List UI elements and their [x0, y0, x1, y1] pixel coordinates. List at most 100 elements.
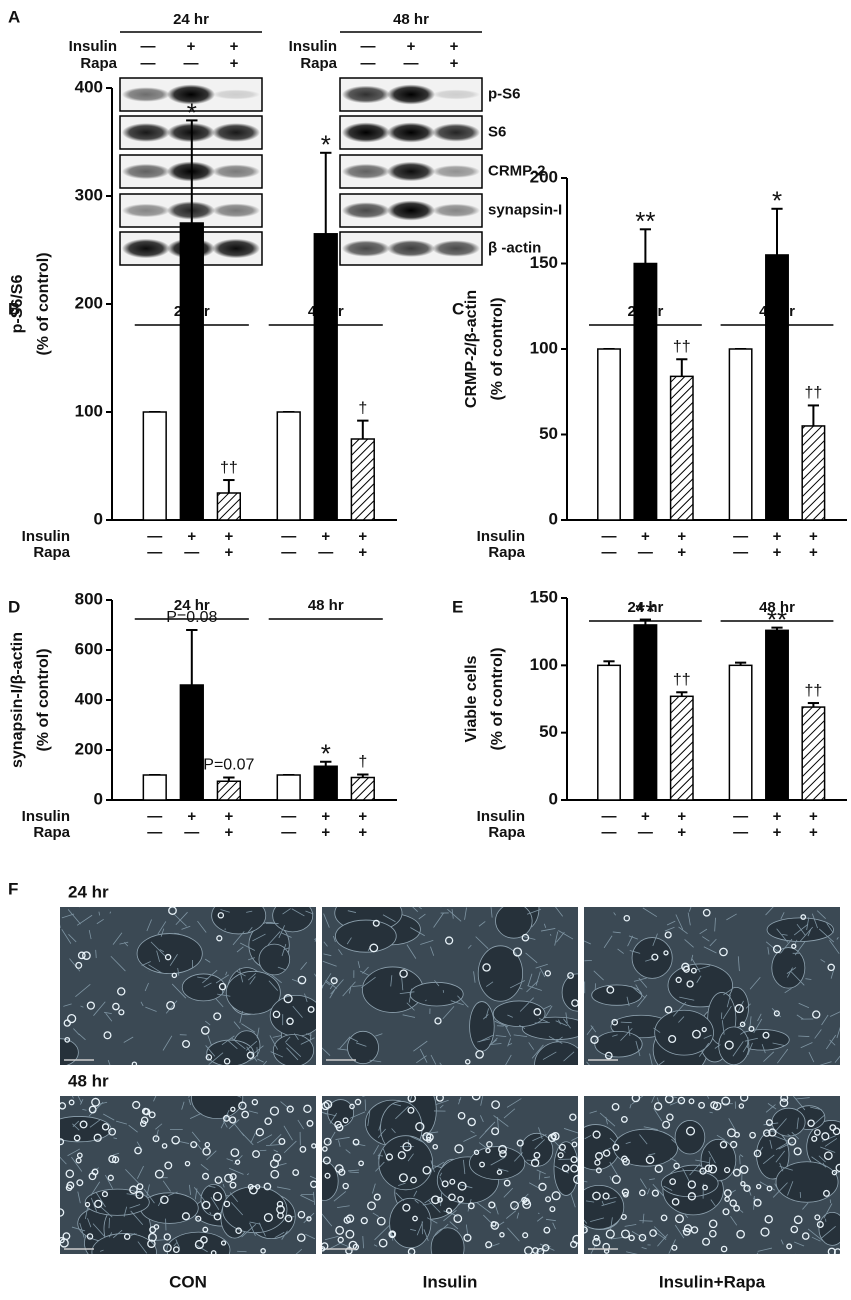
cell-process	[141, 961, 151, 967]
micrograph	[322, 907, 578, 1065]
bright-cell	[544, 970, 552, 977]
cell-process	[189, 1184, 191, 1195]
cell-process	[731, 1189, 736, 1194]
bright-cell	[415, 1122, 425, 1132]
cell-process	[189, 1113, 202, 1119]
cell-process	[670, 1157, 677, 1162]
bright-cell	[108, 1127, 117, 1136]
bright-cell	[195, 1215, 202, 1222]
bright-cell	[811, 1135, 818, 1142]
cell-process	[425, 999, 427, 1002]
cell-process	[624, 1224, 637, 1227]
cell-process	[836, 1026, 840, 1039]
bright-cell	[569, 1113, 577, 1121]
bright-cell	[611, 1175, 621, 1185]
y-axis-label: (% of control)	[35, 648, 52, 751]
panel-label: C	[452, 299, 464, 318]
bright-cell	[202, 1226, 209, 1233]
bright-cell	[136, 1183, 144, 1191]
cell-process	[482, 1014, 489, 1020]
significance-label: *	[321, 739, 331, 769]
bright-cell	[723, 1189, 732, 1198]
cell-process	[196, 1143, 202, 1150]
bright-cell	[283, 994, 293, 1004]
cell-process	[531, 1044, 544, 1059]
bright-cell	[623, 914, 631, 922]
dark-region	[775, 1161, 839, 1203]
bar	[313, 765, 338, 801]
cell-process	[440, 907, 442, 908]
bright-cell	[190, 1141, 198, 1149]
bar	[633, 624, 658, 801]
dark-region	[334, 919, 397, 953]
cell-process	[795, 1097, 810, 1100]
cell-process	[699, 928, 708, 935]
y-tick-label: 300	[75, 185, 103, 204]
cell-process	[314, 938, 316, 940]
bright-cell	[499, 1232, 505, 1238]
bright-cell	[522, 1199, 532, 1209]
bright-cell	[132, 1100, 141, 1110]
cell-process	[776, 928, 789, 943]
bright-cell	[93, 1133, 102, 1142]
bright-cell	[217, 912, 225, 919]
treatment-sign: +	[450, 55, 459, 72]
cell-process	[223, 1120, 228, 1128]
cell-process	[105, 1013, 113, 1022]
bright-cell	[378, 1238, 388, 1248]
bright-cell	[572, 1234, 578, 1244]
cell-process	[440, 1191, 443, 1207]
cell-process	[188, 1098, 192, 1105]
cell-process	[71, 1226, 86, 1232]
cell-process	[609, 1161, 619, 1177]
bright-cell	[701, 1026, 707, 1033]
bright-cell	[94, 1199, 103, 1209]
bright-cell	[734, 1131, 740, 1138]
bright-cell	[149, 1226, 157, 1234]
cell-process	[678, 1016, 685, 1023]
bright-cell	[687, 1180, 697, 1189]
y-tick-label: 100	[530, 655, 558, 674]
bright-cell	[736, 1229, 745, 1239]
cell-process	[378, 1123, 382, 1131]
blot-band	[342, 85, 390, 104]
cell-process	[208, 1052, 224, 1065]
cell-process	[347, 1169, 360, 1172]
bright-cell	[602, 1242, 611, 1251]
cell-process	[324, 1235, 339, 1241]
bright-cell	[773, 1010, 780, 1017]
treatment-sign: —	[281, 808, 296, 825]
cell-process	[688, 907, 692, 912]
cell-process	[463, 1159, 466, 1175]
bright-cell	[445, 936, 454, 945]
bright-cell	[303, 1104, 312, 1114]
bright-cell	[212, 1191, 223, 1202]
cell-process	[232, 931, 245, 946]
cell-process	[291, 978, 304, 984]
cell-process	[77, 1096, 83, 1104]
cell-process	[674, 1224, 685, 1239]
cell-process	[140, 1001, 144, 1007]
cell-process	[304, 993, 308, 1003]
bright-cell	[498, 1144, 507, 1154]
blot-band	[342, 202, 390, 219]
cell-process	[490, 907, 493, 918]
cell-process	[60, 924, 61, 928]
cell-process	[71, 1096, 74, 1099]
treatment-sign: —	[147, 824, 162, 841]
bright-cell	[118, 1009, 125, 1016]
bright-cell	[148, 1111, 156, 1119]
cell-process	[153, 1096, 157, 1102]
cell-process	[658, 1060, 665, 1065]
cell-process	[227, 1039, 238, 1050]
cell-process	[322, 973, 332, 988]
cell-process	[433, 912, 444, 928]
treatment-sign: —	[184, 55, 199, 72]
bright-cell	[653, 1102, 663, 1111]
bright-cell	[171, 1135, 180, 1145]
bright-cell	[708, 1164, 718, 1174]
bright-cell	[482, 963, 491, 972]
cell-process	[423, 1229, 429, 1242]
bright-cell	[702, 1237, 711, 1246]
cell-process	[793, 923, 809, 936]
